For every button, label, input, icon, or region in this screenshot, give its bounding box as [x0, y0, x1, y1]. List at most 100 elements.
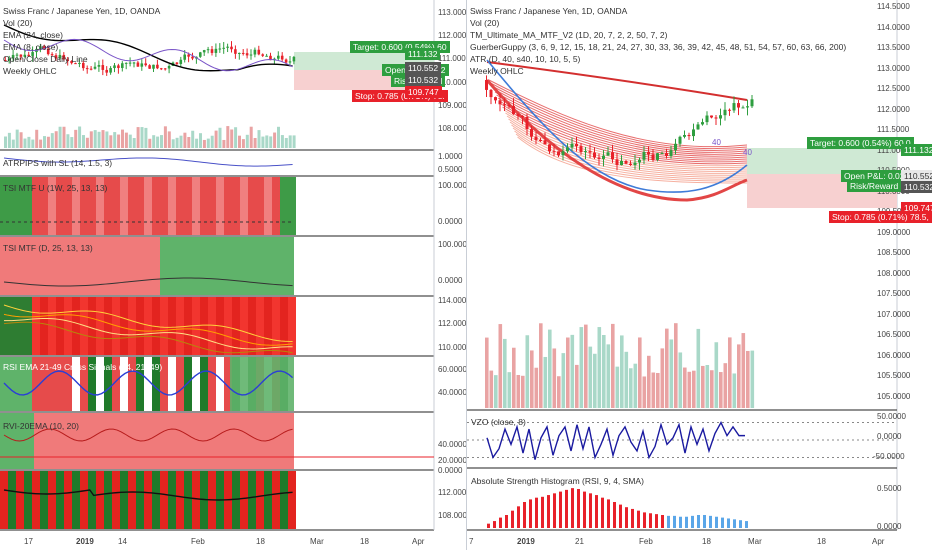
band-stripe [8, 297, 16, 355]
candle [11, 54, 15, 59]
left-price-tag-3: 110.532 [405, 74, 442, 86]
volume-bar [588, 346, 593, 408]
band-stripe [256, 297, 264, 355]
volume-bar [175, 137, 179, 148]
right-ash-tick: 0.0000 [877, 522, 902, 531]
rsi-stripe [72, 357, 80, 411]
band-stripe [0, 297, 8, 355]
band-line [3, 313, 293, 346]
right-price-tick: 113.0000 [877, 63, 910, 73]
right-chart-canvas[interactable] [467, 0, 932, 550]
ash-bar [499, 517, 502, 528]
band-stripe [240, 297, 248, 355]
volume-bar [261, 136, 265, 148]
volume-bar [163, 126, 167, 148]
rsi-stripe [96, 357, 104, 411]
candle [31, 52, 34, 56]
volume-bar [705, 364, 710, 408]
volume-bar [234, 127, 238, 148]
band-stripe [168, 297, 176, 355]
volume-bar [566, 337, 570, 408]
right-chart[interactable]: Swiss Franc / Japanese Yen, 1D, OANDA Vo… [467, 0, 932, 550]
right-target-tag: Target: 0.600 (0.54%) 60.0 [807, 137, 914, 149]
left-pane1-tick: 0.0000 [438, 217, 463, 226]
tsi-green-zone [160, 237, 294, 295]
left-chart[interactable]: Swiss Franc / Japanese Yen, 1D, OANDA Vo… [0, 0, 467, 550]
volume-bar [257, 130, 261, 148]
volume-bar [148, 138, 152, 148]
right-header-5: Weekly OHLC [470, 66, 524, 76]
volume-bar [512, 347, 516, 408]
ash-bar [703, 515, 706, 528]
right-date-tick: Apr [872, 537, 885, 546]
band-stripe [56, 297, 64, 355]
candle [163, 68, 167, 70]
right-vzo-name: VZO (close, 8) [471, 417, 526, 427]
candle [167, 65, 171, 69]
bottom-stripe [88, 471, 96, 529]
volume-bar [132, 138, 136, 148]
volume-bar [687, 371, 692, 408]
tsi-u-stripe [216, 177, 224, 235]
left-pane0-tick: 1.0000 [438, 152, 463, 161]
right-price-tick: 108.0000 [877, 268, 911, 278]
candle [152, 64, 155, 69]
bottom-stripe [256, 471, 264, 529]
bottom-stripe [48, 471, 56, 529]
candle [54, 55, 58, 59]
tsi-u-stripe [168, 177, 176, 235]
bottom-stripe [232, 471, 240, 529]
tsi-u-stripe [272, 177, 280, 235]
tsi-u-stripe [136, 177, 144, 235]
candle [665, 153, 668, 156]
candle [113, 65, 116, 69]
guppy-line [496, 94, 748, 157]
right-header-2: TM_Ultimate_MA_MTF_V2 (1D, 20, 7, 2, 2, … [470, 30, 668, 40]
bottom-stripe [240, 471, 248, 529]
volume-bar [732, 373, 737, 408]
ash-bar [739, 520, 742, 528]
right-price-tag-2: 110.552 [901, 170, 932, 182]
volume-bar [66, 134, 70, 148]
volume-bar [557, 376, 561, 408]
bottom-stripe [72, 471, 80, 529]
volume-bar [43, 136, 46, 148]
volume-bar [58, 126, 62, 148]
bottom-stripe [280, 471, 288, 529]
band-stripe [128, 297, 136, 355]
bottom-stripe [24, 471, 32, 529]
right-vzo-tick: -50.0000 [873, 452, 905, 461]
volume-bar [249, 126, 253, 148]
guppy-line [494, 91, 748, 155]
volume-bar [660, 348, 665, 408]
left-pane5-tick: 20.0000 [438, 456, 467, 465]
rsi-green-zone [230, 357, 294, 411]
volume-bar [288, 135, 292, 148]
band-line [3, 321, 293, 354]
volume-bar [50, 133, 54, 148]
volume-bar [199, 133, 202, 148]
candle [85, 68, 89, 70]
left-chart-canvas[interactable] [0, 0, 466, 550]
candle [498, 100, 502, 105]
volume-bar [128, 134, 132, 148]
ash-bar [541, 496, 544, 528]
ash-bar [637, 510, 640, 528]
right-price-tick: 109.0000 [877, 227, 911, 237]
candle [494, 97, 497, 101]
left-date-tick: Apr [412, 537, 425, 546]
bottom-stripe [112, 471, 120, 529]
volume-bar [602, 334, 606, 408]
candle [187, 54, 190, 57]
candle [93, 66, 97, 69]
ash-bar [727, 518, 730, 528]
rsi-stripe [144, 357, 152, 411]
volume-bar [579, 327, 584, 408]
volume-bar [226, 126, 230, 148]
right-price-tick: 113.5000 [877, 43, 910, 52]
rvi-line [3, 428, 293, 442]
volume-bar [534, 367, 539, 408]
left-date-tick: 18 [360, 537, 369, 546]
volume-bar [152, 135, 156, 148]
ash-bar [487, 523, 490, 528]
